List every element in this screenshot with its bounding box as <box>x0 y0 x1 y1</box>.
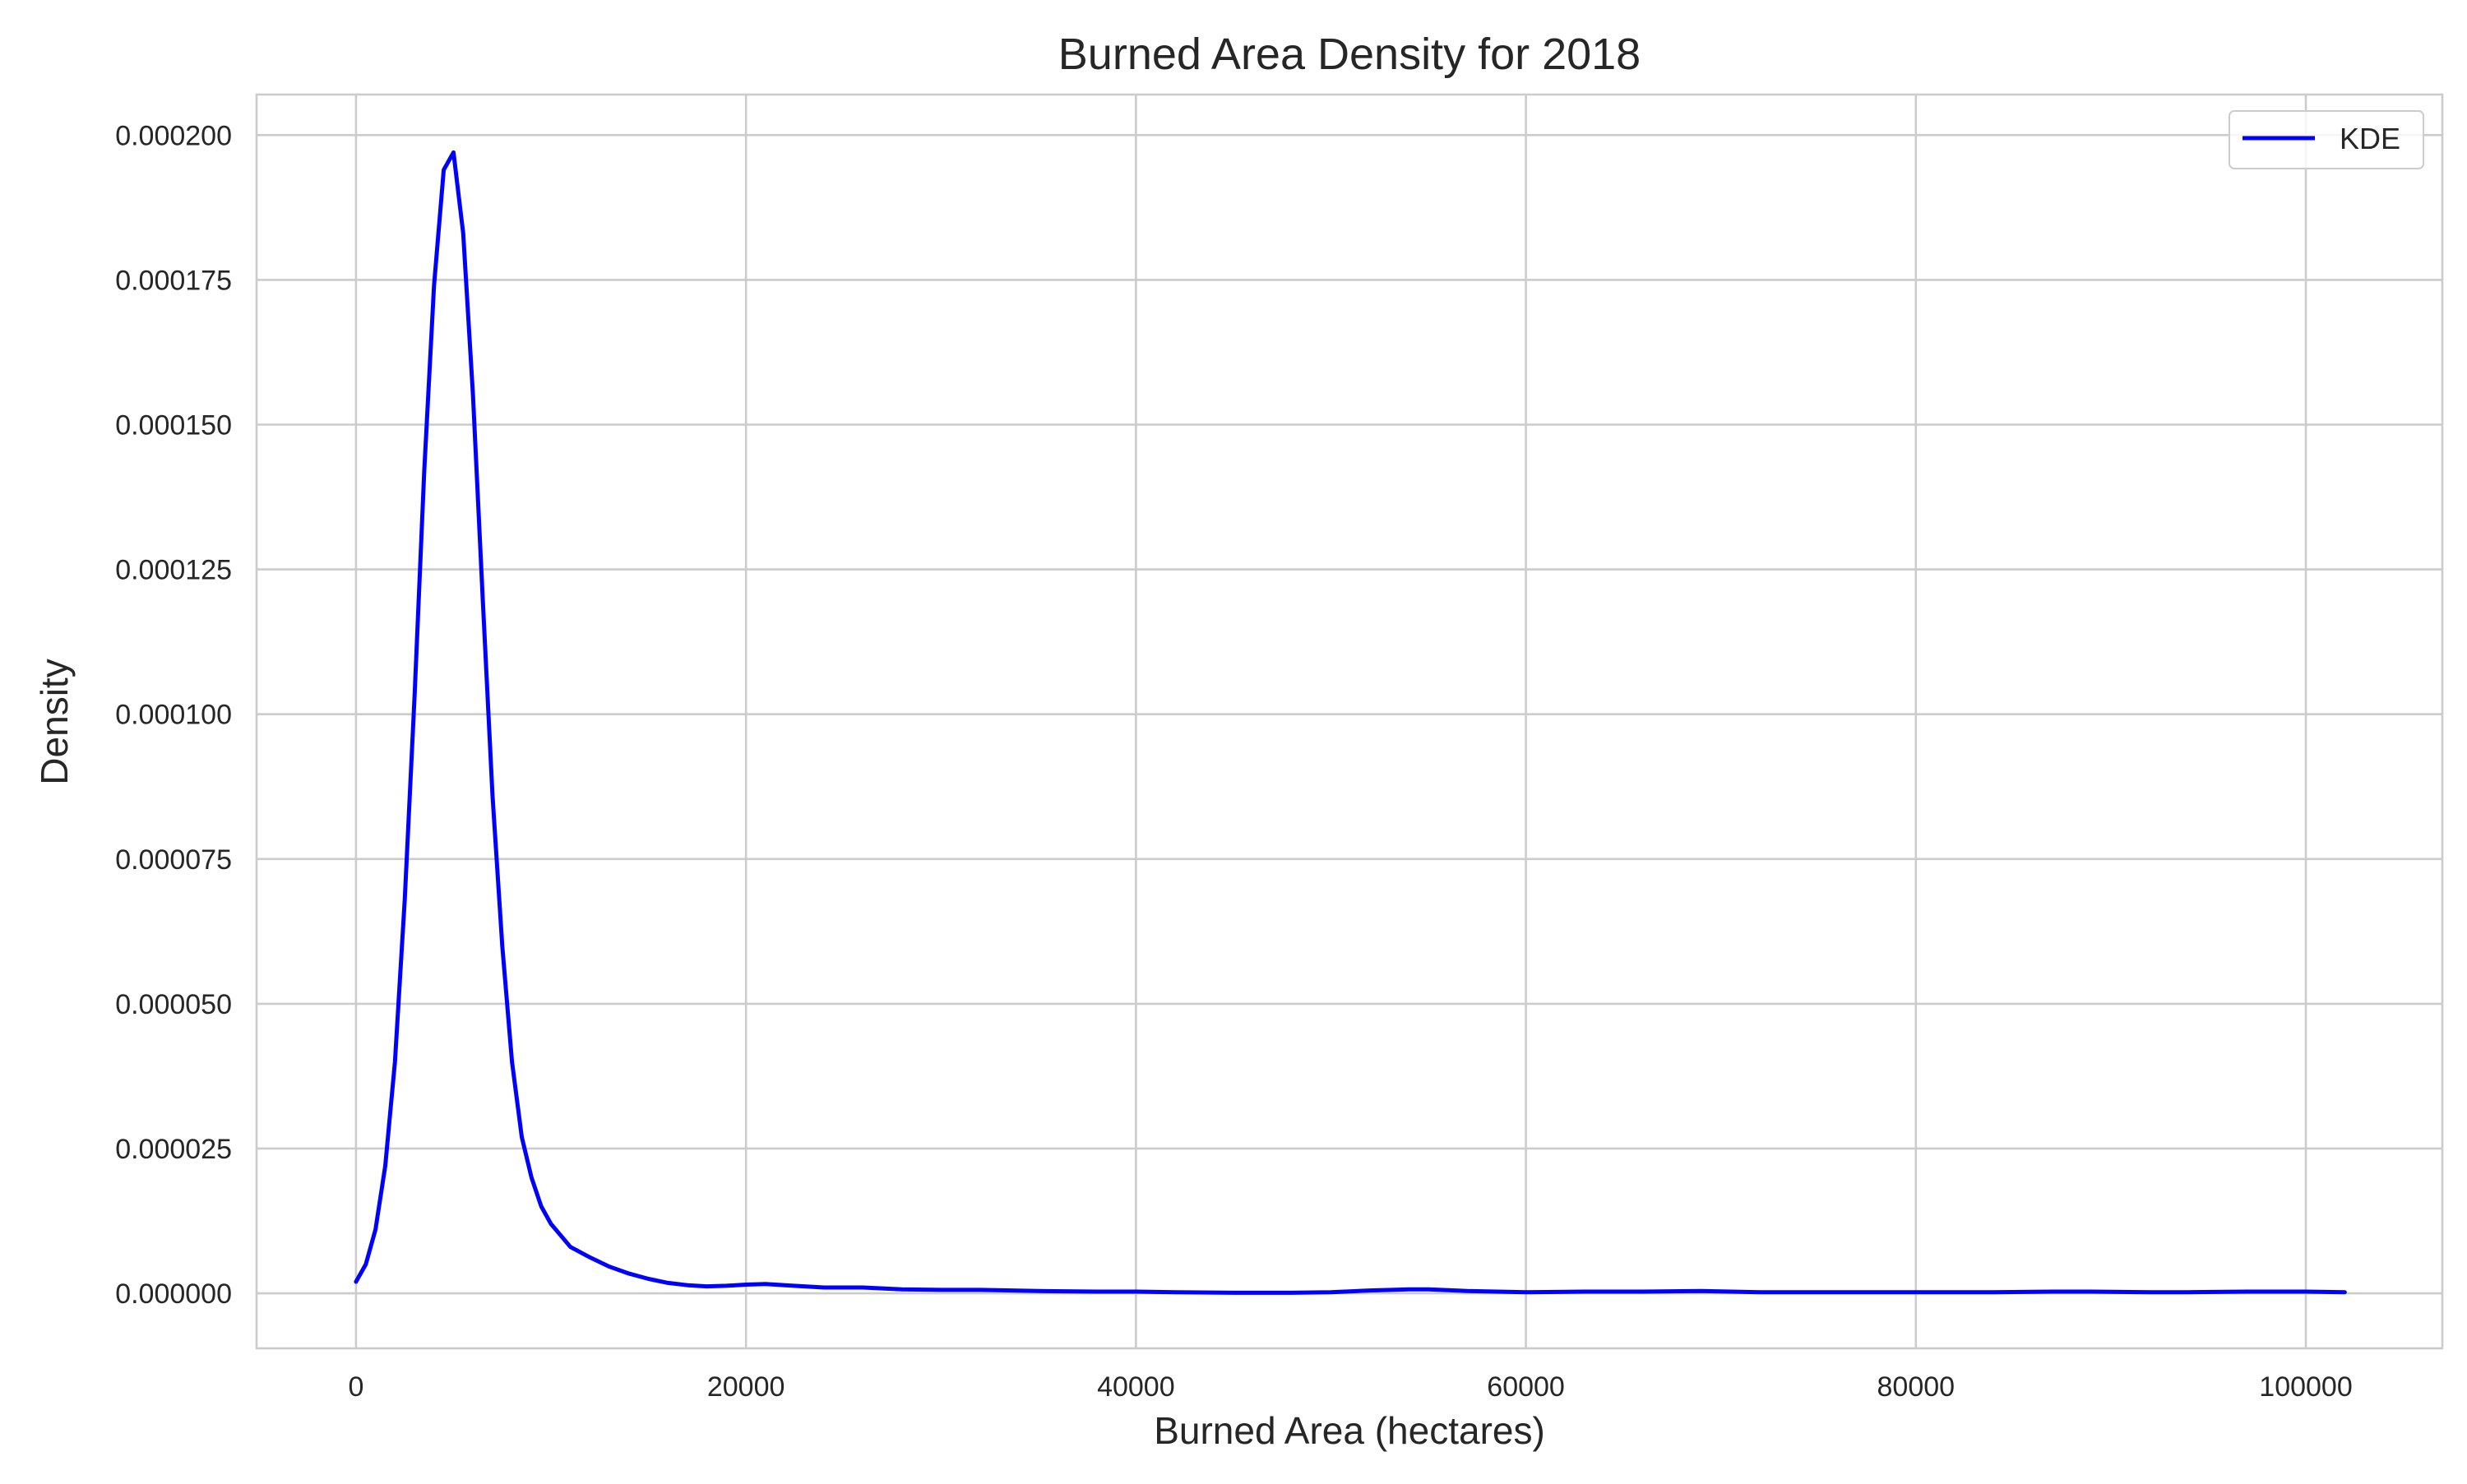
x-tick-label: 0 <box>348 1371 363 1403</box>
y-tick-label: 0.000175 <box>115 265 232 296</box>
plot-frame <box>255 93 2444 1350</box>
y-tick-label: 0.000025 <box>115 1134 232 1165</box>
x-tick-label: 40000 <box>1097 1371 1175 1403</box>
y-gridlines <box>257 134 2442 1295</box>
y-tick-label: 0.000000 <box>115 1278 232 1310</box>
legend: KDE <box>2229 110 2424 169</box>
series-layer <box>354 150 2347 1295</box>
x-tick-label: 60000 <box>1487 1371 1565 1403</box>
x-axis-label: Burned Area (hectares) <box>1154 1409 1545 1452</box>
x-tick-label: 100000 <box>2259 1371 2352 1403</box>
legend-box <box>2229 110 2424 169</box>
x-tick-label: 20000 <box>707 1371 785 1403</box>
chart-title: Burned Area Density for 2018 <box>1058 30 1641 79</box>
y-tick-label: 0.000125 <box>115 555 232 586</box>
x-tick-labels: 0 20000 40000 60000 80000 100000 <box>348 1371 2352 1403</box>
x-tick-label: 80000 <box>1877 1371 1956 1403</box>
y-tick-label: 0.000050 <box>115 989 232 1020</box>
legend-label-kde: KDE <box>2340 122 2400 155</box>
y-axis-label: Density <box>33 659 76 784</box>
y-tick-label: 0.000150 <box>115 410 232 442</box>
series-line-kde <box>354 150 2347 1295</box>
y-tick-labels: 0.000000 0.000025 0.000050 0.000075 0.000100… <box>115 120 232 1310</box>
x-gridlines <box>354 95 2307 1348</box>
y-tick-label: 0.000200 <box>115 120 232 151</box>
y-tick-label: 0.000075 <box>115 844 232 876</box>
y-tick-label: 0.000100 <box>115 700 232 731</box>
